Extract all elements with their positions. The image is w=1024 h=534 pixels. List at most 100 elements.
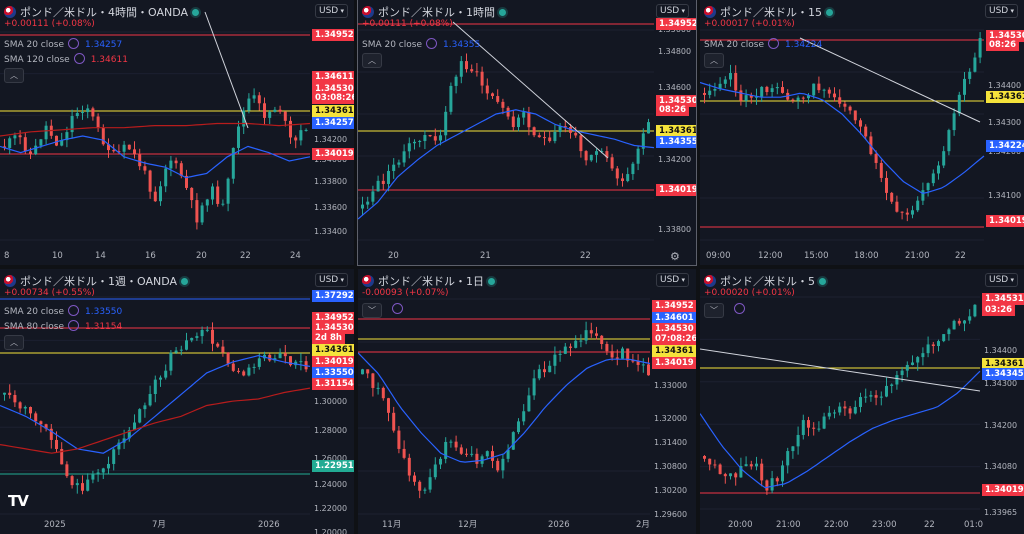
price-tag[interactable]: 1.34611	[312, 71, 354, 83]
price-tag[interactable]: 1.34361	[652, 345, 696, 357]
visibility-icon[interactable]	[768, 38, 779, 49]
price-tag[interactable]: 03:26	[982, 304, 1016, 316]
price-tag[interactable]: 1.34952	[312, 312, 354, 324]
sma-80-legend[interactable]: SMA 80 close 1.31154	[4, 320, 123, 332]
currency-selector[interactable]: USD	[315, 4, 348, 18]
collapse-legend-button[interactable]: ︿	[4, 335, 24, 350]
price-tag[interactable]: 1.34530	[652, 323, 696, 335]
price-tag[interactable]: 1.34361	[312, 344, 354, 356]
price-tag[interactable]: 1.34531	[982, 293, 1024, 305]
symbol-header[interactable]: ポンド／米ドル・15	[704, 4, 833, 20]
collapse-legend-button[interactable]: ︿	[362, 53, 382, 68]
currency-selector[interactable]: USD	[656, 4, 689, 18]
settings-gear-icon[interactable]: ⚙	[670, 250, 680, 263]
visibility-icon[interactable]	[73, 53, 85, 64]
sma-blue-line[interactable]	[358, 352, 651, 463]
price-tag[interactable]: 07:08:26	[652, 333, 696, 345]
collapse-legend-button[interactable]: ︿	[4, 68, 24, 83]
chart-panel-1h[interactable]: ポンド／米ドル・1時間 +0.00111 (+0.08%) SMA 20 clo…	[357, 0, 697, 266]
candle-body	[838, 97, 842, 104]
symbol-header[interactable]: ポンド／米ドル・1日	[362, 273, 495, 289]
collapse-legend-button[interactable]: ︿	[704, 53, 724, 68]
sma-120-legend[interactable]: SMA 120 close 1.34611	[4, 53, 128, 65]
price-chart-canvas[interactable]	[358, 269, 696, 534]
visibility-icon[interactable]	[68, 38, 79, 49]
price-tag[interactable]: 1.34019	[982, 484, 1024, 496]
trendline[interactable]	[204, 11, 249, 129]
price-chart-canvas[interactable]	[700, 0, 1024, 265]
sma-20-legend[interactable]: SMA 20 close 1.33550	[4, 305, 123, 317]
price-tag[interactable]: 08:26	[656, 104, 690, 116]
price-tag[interactable]: 1.34361	[986, 91, 1024, 103]
symbol-header[interactable]: ポンド／米ドル・1週・OANDA	[4, 273, 189, 289]
expand-legend-button[interactable]: ﹀	[704, 303, 724, 318]
sma-20-legend[interactable]: SMA 20 close 1.34224	[704, 38, 823, 50]
price-tag[interactable]: 1.34361	[656, 125, 696, 137]
trendline[interactable]	[799, 37, 981, 123]
symbol-header[interactable]: ポンド／米ドル・5	[704, 273, 826, 289]
price-tag[interactable]: 1.34952	[312, 29, 354, 41]
price-tag[interactable]: 1.34345	[982, 368, 1024, 380]
symbol-header[interactable]: ポンド／米ドル・4時間・OANDA	[4, 4, 200, 20]
sma-blue-line[interactable]	[358, 109, 655, 220]
price-tag[interactable]: 1.37292	[312, 290, 354, 302]
price-tag[interactable]: 1.34257	[312, 117, 354, 129]
market-open-icon	[499, 8, 506, 16]
price-tag[interactable]: 1.34361	[312, 105, 354, 117]
price-tag[interactable]: 1.34019	[656, 184, 696, 196]
chart-panel-15m[interactable]: ポンド／米ドル・15 +0.00017 (+0.01%) SMA 20 clos…	[700, 0, 1024, 265]
price-tag[interactable]: 1.34952	[656, 18, 696, 30]
visibility-icon[interactable]	[68, 305, 79, 316]
sma-blue-line[interactable]	[700, 370, 981, 489]
sma-20-legend[interactable]: SMA 20 close 1.34355	[362, 38, 481, 50]
candle-body	[584, 330, 588, 341]
price-chart-canvas[interactable]	[700, 269, 1024, 534]
price-tag[interactable]: 1.34019	[312, 356, 354, 368]
price-tag[interactable]: 1.34355	[656, 136, 696, 148]
sma-red-line[interactable]	[0, 122, 311, 137]
indicator-visibility-icon[interactable]	[730, 303, 747, 315]
candle-body	[413, 475, 416, 482]
visibility-icon[interactable]	[426, 38, 437, 49]
currency-selector[interactable]: USD	[985, 4, 1018, 18]
trendline[interactable]	[452, 21, 609, 159]
price-tag[interactable]: 1.34019	[312, 148, 354, 160]
sma-blue-line[interactable]	[0, 135, 311, 179]
price-tag[interactable]: 1.34019	[986, 215, 1024, 227]
price-tag[interactable]: 1.33550	[312, 367, 354, 379]
price-tag[interactable]: 1.31154	[312, 378, 354, 390]
candle-body	[827, 412, 831, 417]
chart-panel-1d[interactable]: ポンド／米ドル・1日 -0.00093 (+0.07%) ﹀ USD 1.330…	[358, 269, 696, 534]
price-tag[interactable]: 1.34019	[652, 357, 696, 369]
sma-20-legend[interactable]: SMA 20 close 1.34257	[4, 38, 123, 50]
currency-selector[interactable]: USD	[315, 273, 348, 287]
sma-blue-line[interactable]	[700, 81, 985, 195]
visibility-icon[interactable]	[68, 320, 79, 331]
price-chart-canvas[interactable]	[0, 0, 354, 265]
price-tag[interactable]: 08:26	[986, 39, 1020, 51]
sma-blue-line[interactable]	[0, 354, 311, 454]
sma-red-line[interactable]	[0, 387, 311, 454]
chart-panel-1w[interactable]: ポンド／米ドル・1週・OANDA +0.00734 (+0.55%) SMA 2…	[0, 269, 354, 534]
currency-selector[interactable]: USD	[985, 273, 1018, 287]
price-axis-label: 1.22000	[314, 504, 348, 513]
price-tag[interactable]: 03:08:26	[312, 92, 354, 104]
price-tag[interactable]: 1.22951	[312, 460, 354, 472]
trendline[interactable]	[700, 348, 981, 392]
currency-selector[interactable]: USD	[656, 273, 689, 287]
price-tag[interactable]: 1.34601	[652, 312, 696, 324]
price-chart-canvas[interactable]	[0, 269, 354, 534]
candle-body	[190, 337, 194, 341]
chart-panel-4h[interactable]: ポンド／米ドル・4時間・OANDA +0.00111 (+0.08%) SMA …	[0, 0, 354, 265]
price-tag[interactable]: 1.34361	[982, 358, 1024, 370]
price-tag[interactable]: 1.34952	[652, 300, 696, 312]
tradingview-logo[interactable]: TV	[8, 492, 29, 510]
symbol-header[interactable]: ポンド／米ドル・1時間	[362, 4, 506, 20]
expand-legend-button[interactable]: ﹀	[362, 303, 382, 318]
chart-panel-5m[interactable]: ポンド／米ドル・5 +0.00020 (+0.01%) ﹀ USD 1.3440…	[700, 269, 1024, 534]
price-tag[interactable]: 1.34224	[986, 140, 1024, 152]
price-tag[interactable]: 2d 8h	[312, 332, 345, 344]
price-chart-canvas[interactable]	[358, 0, 696, 265]
indicator-visibility-icon[interactable]	[388, 303, 405, 315]
price-tag[interactable]: 1.34530	[312, 322, 354, 334]
